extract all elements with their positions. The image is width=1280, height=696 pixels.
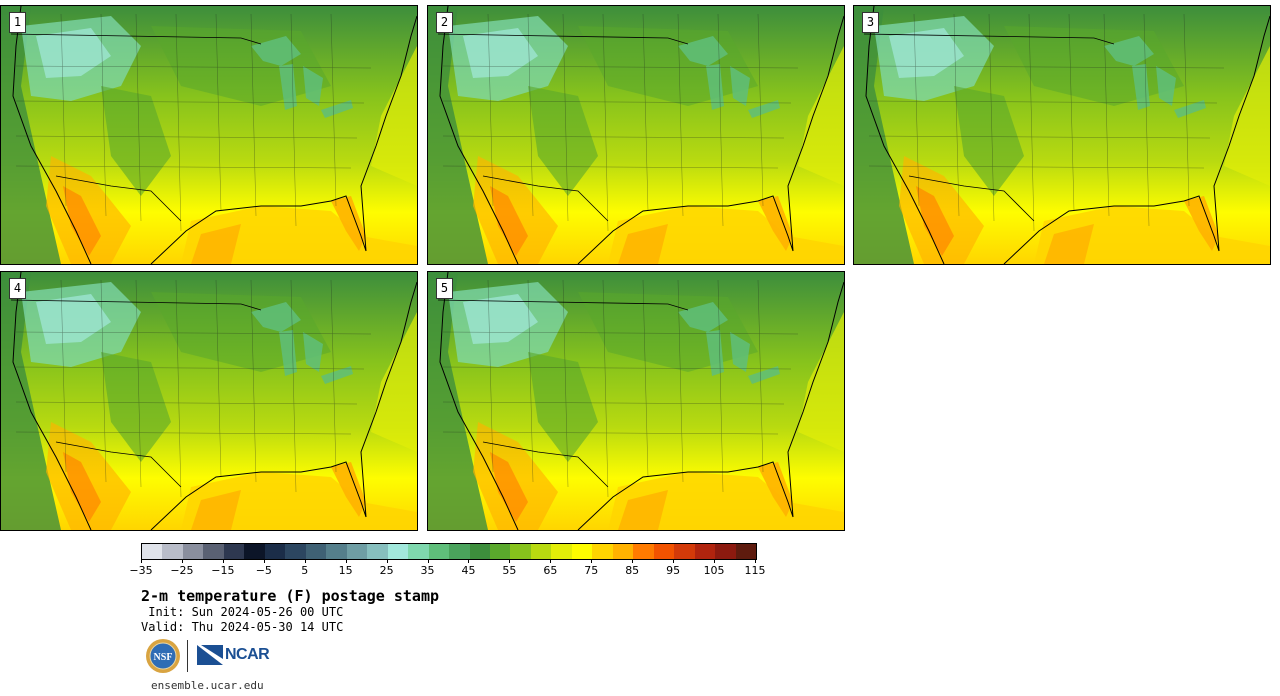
colorbar-tick-label: 5 <box>301 564 309 577</box>
temperature-map <box>854 6 1270 264</box>
colorbar-tick <box>468 559 470 563</box>
ensemble-member-panel-3: 3 <box>853 5 1271 265</box>
colorbar-tick-label: 65 <box>543 564 558 577</box>
colorbar-swatch <box>735 544 757 559</box>
temperature-map <box>1 272 417 530</box>
colorbar-tick <box>632 559 634 563</box>
svg-text:NSF: NSF <box>154 652 173 663</box>
colorbar-swatch <box>264 544 286 559</box>
colorbar-tick-label: 35 <box>420 564 435 577</box>
ncar-mark-icon <box>197 645 223 665</box>
colorbar-tick <box>591 559 593 563</box>
colorbar-tick <box>550 559 552 563</box>
colorbar-tick <box>345 559 347 563</box>
ensemble-member-panel-1: 1 <box>0 5 418 265</box>
colorbar-tick-label: −5 <box>255 564 272 577</box>
colorbar-tick <box>304 559 306 563</box>
ncar-logo: NCAR <box>197 643 270 667</box>
colorbar-tick-label: −35 <box>129 564 153 577</box>
temperature-map <box>1 6 417 264</box>
ncar-wordmark: NCAR <box>225 646 270 663</box>
colorbar-tick <box>673 559 675 563</box>
plot-title: 2-m temperature (F) postage stamp <box>141 587 440 605</box>
member-label: 4 <box>9 278 26 299</box>
colorbar-tick <box>141 559 142 563</box>
colorbar-swatch <box>162 544 183 559</box>
colorbar-swatch <box>612 544 634 559</box>
colorbar-swatch <box>326 544 347 559</box>
colorbar-swatch <box>571 544 593 559</box>
colorbar-tick <box>755 559 756 563</box>
valid-time: Valid: Thu 2024-05-30 14 UTC <box>141 620 344 634</box>
colorbar-tick <box>714 559 716 563</box>
colorbar-tick-label: 55 <box>502 564 517 577</box>
colorbar-tick-label: 25 <box>379 564 394 577</box>
colorbar-swatch <box>489 544 511 559</box>
ensemble-member-panel-4: 4 <box>0 271 418 531</box>
colorbar-swatch <box>244 544 265 559</box>
colorbar-swatch <box>633 544 654 559</box>
colorbar-swatch <box>182 544 204 559</box>
colorbar-tick-label: 105 <box>703 564 725 577</box>
colorbar-swatch <box>408 544 429 559</box>
colorbar-swatch <box>674 544 695 559</box>
member-label: 5 <box>436 278 453 299</box>
member-label: 2 <box>436 12 453 33</box>
colorbar-swatch <box>223 544 245 559</box>
colorbar-swatch <box>592 544 613 559</box>
colorbar-tick-label: 75 <box>584 564 599 577</box>
ensemble-member-panel-2: 2 <box>427 5 845 265</box>
colorbar-swatch <box>203 544 224 559</box>
colorbar-swatch <box>530 544 552 559</box>
colorbar-tick <box>427 559 429 563</box>
member-label: 1 <box>9 12 26 33</box>
colorbar-tick-label: −15 <box>211 564 235 577</box>
init-time: Init: Sun 2024-05-26 00 UTC <box>141 605 344 619</box>
temperature-colorbar <box>141 543 757 560</box>
colorbar-swatch <box>346 544 368 559</box>
colorbar-swatch <box>551 544 572 559</box>
colorbar-tick <box>263 559 265 563</box>
member-label: 3 <box>862 12 879 33</box>
colorbar-tick-label: 45 <box>461 564 476 577</box>
colorbar-swatch <box>305 544 327 559</box>
colorbar-swatch <box>653 544 675 559</box>
colorbar-swatch <box>449 544 470 559</box>
colorbar-tick <box>386 559 388 563</box>
logo-divider <box>187 640 188 672</box>
colorbar-swatch <box>469 544 490 559</box>
colorbar-swatch <box>715 544 736 559</box>
colorbar-swatch <box>694 544 716 559</box>
temperature-map <box>428 272 844 530</box>
colorbar-tick <box>509 559 511 563</box>
temperature-map <box>428 6 844 264</box>
colorbar-tick-label: 95 <box>666 564 681 577</box>
colorbar-tick <box>181 559 183 563</box>
colorbar-tick-label: 15 <box>338 564 353 577</box>
colorbar-tick-label: −25 <box>170 564 194 577</box>
ensemble-member-panel-5: 5 <box>427 271 845 531</box>
site-url: ensemble.ucar.edu <box>151 679 264 692</box>
colorbar-tick-label: 115 <box>744 564 766 577</box>
colorbar-swatch <box>367 544 388 559</box>
colorbar-swatch <box>428 544 450 559</box>
colorbar-swatch <box>387 544 409 559</box>
colorbar-tick-label: 85 <box>625 564 640 577</box>
colorbar-swatch <box>510 544 531 559</box>
colorbar-ticks: −35 −25 −15 −5 5 15 25 35 45 55 65 75 85 95 105 115 <box>129 559 766 579</box>
colorbar-swatch <box>142 544 163 559</box>
colorbar-swatch <box>285 544 306 559</box>
colorbar-tick <box>222 559 224 563</box>
nsf-logo-icon: NSF <box>146 639 180 673</box>
